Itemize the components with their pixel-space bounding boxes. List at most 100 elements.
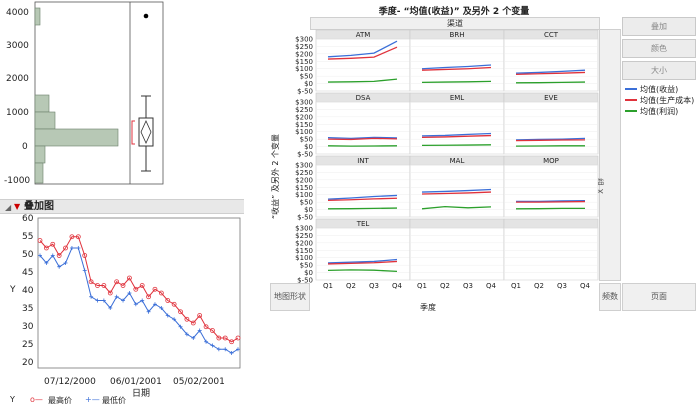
color-zone-button[interactable]: 颜色	[622, 39, 696, 58]
panel-series-line	[421, 134, 492, 139]
legend-label-cost: 均值(生产成本)	[640, 96, 695, 105]
panel-series-line	[421, 66, 492, 71]
overlay-point-high	[95, 283, 100, 288]
gb-ytick: $150	[295, 58, 313, 66]
overlay-frame	[37, 217, 241, 369]
gb-ytick: $200	[295, 113, 313, 121]
overlay-point-high	[203, 324, 209, 330]
overlay-point-low	[76, 246, 81, 250]
gb-xtick: Q1	[417, 282, 427, 290]
overlay-point-high	[210, 328, 215, 333]
overlay-point-low	[146, 309, 151, 314]
x-axis-label[interactable]: 季度	[420, 303, 436, 312]
panel-header	[503, 218, 599, 229]
overlay-point-low	[133, 302, 138, 307]
gb-ytick: $50	[300, 199, 313, 207]
panel-plot	[409, 101, 505, 155]
gb-ytick: $100	[295, 128, 313, 136]
gb-xtick: Q2	[346, 282, 356, 290]
overlay-zone-button[interactable]: 叠加	[622, 17, 696, 36]
histogram-bar	[34, 162, 44, 184]
panel-series-line	[515, 139, 586, 142]
panel-series-line	[327, 197, 398, 202]
histogram-bar	[34, 128, 119, 147]
size-zone-button[interactable]: 大小	[622, 61, 696, 80]
legend-label-revenue: 均值(收益)	[640, 85, 679, 94]
gb-xtick: Q3	[557, 282, 567, 290]
y-axis-label[interactable]: “收益” 及另外 2 个变量	[271, 133, 280, 219]
overlay-point-high	[197, 313, 203, 318]
graph-title: 季度- “均值(收益)” 及另外 2 个变量	[378, 7, 530, 17]
panel-plot	[409, 227, 505, 281]
overlay-point-high	[158, 290, 164, 296]
gb-ytick: $200	[295, 239, 313, 247]
gb-xtick: Q2	[440, 282, 450, 290]
overlay-ytick: 60	[22, 214, 34, 224]
overlay-point-low	[236, 347, 240, 352]
overlay-point-high	[184, 316, 190, 322]
gb-ytick: $300	[295, 225, 313, 233]
gb-ytick: $200	[295, 50, 313, 58]
freq-zone[interactable]: 频数	[599, 283, 621, 311]
overlay-point-high	[37, 238, 43, 243]
panel-series-line	[421, 188, 492, 193]
legend-low-marker-icon: +—	[85, 395, 100, 404]
group-y-zone[interactable]: 组 X	[595, 29, 621, 281]
overlay-ytick: 55	[22, 232, 34, 242]
dist-ytick: -1000	[4, 176, 31, 186]
overlay-point-low	[204, 339, 209, 344]
overlay-ytick: 45	[22, 268, 34, 278]
overlay-outline-header[interactable]: ◢ ▼ 叠加图	[0, 199, 244, 214]
overlay-ytick: 25	[22, 340, 34, 350]
overlay-point-low	[216, 347, 221, 352]
panel-label: BRH	[450, 31, 465, 39]
overlay-xtick: 07/12/2000	[44, 377, 96, 387]
gb-ytick: $50	[300, 136, 313, 144]
panel-label: CCT	[544, 31, 559, 39]
gb-ytick: $200	[295, 176, 313, 184]
collapse-triangle-icon[interactable]: ◢	[5, 203, 12, 212]
box-plot	[131, 13, 154, 172]
dist-ytick: 0	[22, 142, 28, 152]
overlay-point-low	[82, 268, 87, 273]
overlay-ytick: 30	[22, 322, 34, 332]
overlay-point-high	[171, 301, 177, 307]
overlay-point-high	[146, 294, 151, 300]
gb-ytick: $300	[295, 99, 313, 107]
gb-ytick: $50	[300, 73, 313, 81]
legend-swatch-cost	[625, 99, 637, 101]
panel-series-line	[421, 191, 492, 195]
overlay-point-low	[89, 294, 94, 299]
panel-label: TEL	[356, 220, 370, 228]
panel-header	[409, 218, 505, 229]
overlay-point-high	[101, 283, 107, 288]
distribution-chart	[34, 1, 164, 185]
overlay-point-high	[222, 335, 228, 341]
overlay-ytick: 40	[22, 286, 34, 296]
page-zone[interactable]: 页面	[622, 283, 696, 311]
panel-series-line	[327, 137, 398, 141]
panel-label: DSA	[356, 94, 371, 102]
overlay-point-high	[50, 241, 56, 247]
panel-series-line	[421, 144, 492, 147]
panel-plot	[315, 38, 411, 92]
overlay-point-high	[235, 335, 241, 341]
overlay-x-axis-label: 日期	[132, 389, 151, 399]
overlay-point-low	[108, 306, 113, 310]
overlay-ytick: 20	[22, 358, 34, 368]
red-triangle-menu-icon[interactable]: ▼	[14, 202, 21, 211]
overlay-point-high	[69, 234, 75, 240]
overlay-point-high	[82, 253, 88, 258]
dist-ytick: 3000	[6, 41, 29, 51]
overlay-point-low	[38, 253, 42, 258]
dist-ytick: 4000	[6, 8, 29, 18]
gb-ytick: $250	[295, 232, 313, 240]
map-shape-zone[interactable]: 地图形状	[270, 283, 310, 311]
group-x-zone[interactable]: 渠道	[310, 17, 600, 30]
legend-swatch-profit	[625, 110, 637, 112]
gb-ytick: $50	[300, 262, 313, 270]
panel-label: EML	[450, 94, 464, 102]
gb-ytick: $-50	[297, 214, 313, 222]
panel-series-line	[515, 137, 586, 141]
legend-high-label: 最高价	[48, 396, 72, 405]
